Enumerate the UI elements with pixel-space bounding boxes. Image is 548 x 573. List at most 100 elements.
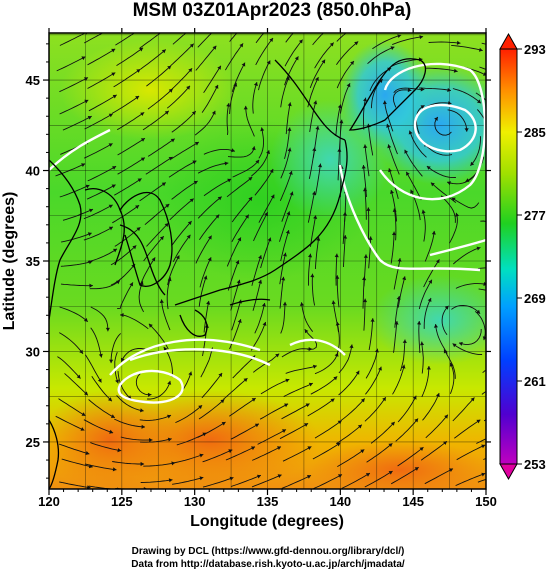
streamline-arrow (404, 149, 409, 154)
streamline-arrow (229, 476, 234, 481)
streamline (395, 418, 419, 442)
streamline-arrow (408, 130, 413, 135)
streamline (232, 355, 256, 379)
streamline (139, 257, 156, 286)
streamline-arrow (330, 398, 335, 403)
streamline (147, 88, 174, 110)
colorbar-tick-label: 253 (524, 457, 546, 472)
streamline (435, 324, 448, 354)
streamline (223, 377, 248, 400)
streamline (231, 299, 242, 331)
streamline-arrow (358, 22, 362, 26)
streamline (172, 453, 204, 464)
streamline-arrow (427, 298, 432, 302)
streamline-arrow (139, 47, 144, 52)
streamline-arrow (248, 197, 253, 201)
streamline (117, 157, 146, 175)
streamline-arrow (110, 414, 115, 418)
streamline (60, 283, 93, 287)
streamline-arrow (189, 198, 194, 203)
streamline-arrow (167, 380, 172, 385)
streamline (341, 398, 366, 421)
streamline-arrow (444, 305, 449, 310)
streamline (252, 279, 262, 311)
streamline (365, 366, 382, 395)
streamline-arrow (410, 189, 414, 194)
y-axis-label: Latitude (degrees) (1, 192, 18, 331)
streamline-arrow (459, 341, 463, 346)
streamline-arrow (482, 336, 486, 341)
streamline-arrow (456, 40, 461, 45)
streamline (336, 60, 355, 89)
streamline (312, 442, 341, 460)
streamline-arrow (194, 142, 199, 146)
streamline (60, 260, 93, 267)
streamline (229, 33, 238, 42)
contour-east (338, 164, 481, 272)
streamline-arrow (334, 253, 339, 258)
streamline (338, 370, 360, 396)
streamline (314, 352, 339, 375)
streamline-arrow (281, 276, 286, 281)
streamline-arrow (334, 352, 339, 357)
streamline (112, 461, 145, 465)
streamline-arrow (198, 405, 203, 410)
colorbar-tick-label: 293 (524, 42, 546, 57)
streamline (147, 138, 175, 157)
streamline-arrow (258, 255, 262, 260)
streamline (404, 149, 423, 177)
streamline-arrow (288, 171, 293, 175)
streamline (474, 310, 486, 341)
streamline-arrow (428, 279, 432, 284)
streamline-arrow (449, 362, 454, 367)
streamline (362, 164, 367, 197)
streamline-arrow (136, 227, 141, 232)
streamline (175, 404, 203, 424)
streamline (87, 248, 118, 263)
streamline (370, 421, 396, 444)
streamline (201, 84, 219, 113)
streamline (231, 62, 246, 93)
streamline-arrow (187, 221, 192, 225)
streamline-arrow (227, 178, 232, 183)
streamline (59, 332, 84, 355)
streamline (229, 397, 256, 417)
streamline (458, 328, 482, 345)
streamline-arrow (346, 83, 351, 88)
streamline-arrow (388, 443, 393, 448)
streamline (161, 299, 171, 331)
streamline-arrow (476, 419, 481, 424)
colorbar-body (499, 48, 518, 465)
streamline-arrow (453, 68, 458, 73)
streamline (166, 85, 191, 109)
streamline (426, 165, 456, 179)
contour-south-outer (109, 338, 261, 376)
streamline-arrow (170, 138, 175, 143)
streamline (394, 296, 400, 328)
streamline (425, 67, 458, 72)
streamline-arrow (159, 299, 164, 303)
streamline (285, 33, 294, 43)
streamline (84, 143, 113, 159)
streamline (57, 356, 81, 379)
coast-kyushu (179, 309, 208, 337)
streamline-arrow (361, 165, 366, 169)
streamline-arrow (262, 322, 267, 326)
x-tick-label: 120 (38, 494, 60, 509)
cool-patch-north (270, 100, 390, 220)
streamline (424, 230, 435, 262)
streamline-arrow (282, 429, 286, 433)
streamline (83, 204, 113, 220)
streamline-arrow (338, 474, 342, 478)
contour-small (289, 338, 346, 356)
streamline-arrow (87, 116, 92, 120)
streamline (64, 373, 89, 396)
streamline-arrow (435, 259, 440, 264)
streamline-arrow (337, 148, 342, 152)
streamline-arrow (260, 127, 265, 132)
contour-south-arc (129, 348, 271, 367)
streamline-arrow (337, 104, 342, 109)
streamline (225, 43, 244, 71)
coast-honshu (174, 139, 348, 306)
streamline (139, 182, 167, 202)
